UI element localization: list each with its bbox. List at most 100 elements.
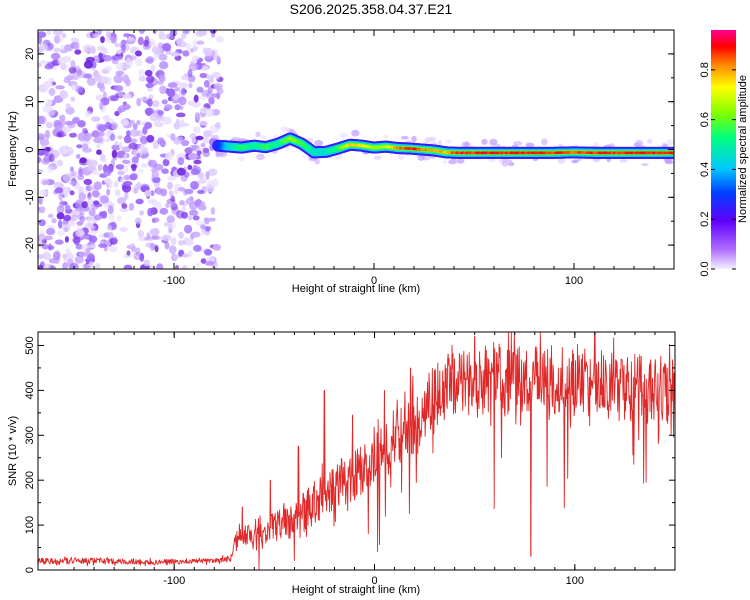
- noise-blob: [148, 41, 157, 47]
- halo-blob: [373, 155, 382, 160]
- noise-blob: [136, 120, 141, 125]
- noise-blob: [159, 61, 169, 70]
- noise-blob: [43, 235, 54, 241]
- noise-blob: [108, 245, 118, 253]
- noise-blob: [114, 42, 120, 48]
- noise-blob: [82, 263, 91, 269]
- noise-blob: [132, 123, 138, 130]
- noise-blob: [107, 231, 114, 240]
- noise-blob: [45, 133, 50, 140]
- noise-blob: [50, 52, 61, 60]
- noise-blob: [90, 230, 98, 235]
- noise-blob: [99, 195, 109, 204]
- colorbar: 0.0 0.2 0.4 0.6 0.8 Normalized spectral ampl…: [699, 30, 749, 277]
- noise-blob: [76, 68, 83, 76]
- halo-blob: [619, 159, 628, 163]
- y-tick-label: 100: [24, 516, 36, 534]
- noise-blob: [73, 236, 80, 246]
- noise-blob: [200, 142, 206, 148]
- noise-blob: [94, 73, 102, 82]
- noise-blob: [82, 147, 92, 153]
- noise-blob: [196, 150, 202, 156]
- noise-blob: [140, 135, 148, 145]
- noise-blob: [153, 119, 161, 128]
- noise-blob: [188, 82, 193, 89]
- noise-blob: [88, 261, 95, 267]
- noise-blob: [76, 221, 84, 226]
- noise-blob: [122, 159, 130, 164]
- noise-blob: [69, 220, 76, 227]
- noise-blob: [165, 33, 174, 40]
- noise-blob: [74, 49, 82, 55]
- noise-blob: [47, 213, 54, 218]
- noise-blob: [122, 183, 132, 193]
- noise-blob: [143, 39, 149, 47]
- noise-blob: [64, 120, 74, 126]
- noise-blob: [125, 78, 131, 87]
- noise-blob: [54, 239, 64, 245]
- noise-blob: [180, 122, 190, 127]
- noise-blob: [193, 159, 202, 165]
- noise-blob: [204, 217, 210, 225]
- noise-blob: [114, 180, 119, 188]
- noise-blob: [38, 36, 42, 45]
- noise-blob: [193, 126, 201, 134]
- noise-blob: [192, 215, 200, 221]
- noise-blob: [177, 187, 186, 192]
- noise-blob: [61, 118, 66, 127]
- noise-blob: [149, 38, 156, 44]
- noise-blob: [140, 183, 150, 191]
- noise-blob: [159, 85, 167, 94]
- noise-blob: [170, 237, 177, 246]
- noise-blob: [123, 135, 132, 144]
- noise-blob: [140, 163, 149, 168]
- noise-blob: [45, 228, 56, 236]
- noise-blob: [56, 159, 64, 167]
- noise-blob: [56, 212, 65, 220]
- noise-blob: [150, 242, 155, 252]
- noise-blob: [147, 207, 154, 217]
- halo-blob: [383, 134, 389, 139]
- noise-blob: [158, 53, 168, 61]
- noise-blob: [180, 75, 190, 81]
- noise-blob: [192, 39, 197, 49]
- noise-blob: [138, 69, 146, 77]
- noise-blob: [44, 63, 54, 70]
- noise-blob: [117, 135, 123, 140]
- snr-line: [38, 332, 675, 570]
- halo-blob: [463, 142, 472, 147]
- noise-blob: [46, 107, 56, 117]
- y-tick-label: 400: [24, 381, 36, 399]
- noise-blob: [207, 168, 218, 176]
- halo-blob: [481, 138, 488, 145]
- noise-blob: [170, 30, 177, 35]
- noise-blob: [110, 95, 119, 102]
- noise-blob: [87, 253, 95, 262]
- noise-blob: [201, 89, 211, 97]
- noise-blob: [164, 104, 173, 111]
- noise-blob: [189, 144, 198, 151]
- noise-blob: [135, 50, 142, 57]
- noise-blob: [130, 164, 137, 169]
- noise-blob: [116, 197, 127, 205]
- noise-blob: [70, 60, 76, 68]
- noise-blob: [162, 234, 172, 242]
- noise-blob: [57, 230, 65, 237]
- halo-blob: [351, 129, 360, 137]
- halo-blob: [489, 138, 498, 146]
- noise-blob: [173, 188, 179, 195]
- y-tick-label: 200: [24, 471, 36, 489]
- snr-panel: -100 0 100 0 100 200 300 400 500 Height of strai…: [7, 331, 676, 596]
- noise-blob: [195, 262, 201, 268]
- noise-blob: [144, 69, 153, 77]
- noise-blob: [202, 147, 210, 153]
- halo-blob: [255, 131, 261, 138]
- noise-blob: [190, 135, 196, 144]
- noise-blob: [186, 238, 194, 246]
- noise-blob: [121, 104, 131, 110]
- noise-blob: [52, 251, 61, 261]
- noise-blob: [180, 33, 187, 40]
- noise-blob: [62, 55, 72, 63]
